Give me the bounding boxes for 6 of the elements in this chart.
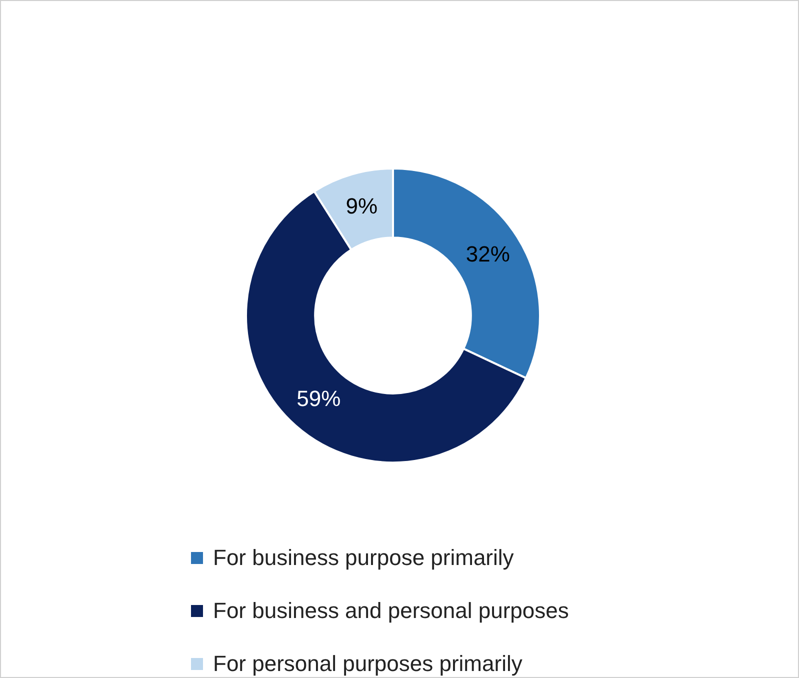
legend-label: For business purpose primarily — [213, 544, 514, 570]
legend-label: For business and personal purposes — [213, 598, 569, 624]
legend-label: For personal purposes primarily — [213, 650, 522, 676]
data-label: 9% — [346, 194, 378, 219]
data-label: 59% — [296, 386, 341, 411]
data-label: 32% — [466, 241, 510, 266]
